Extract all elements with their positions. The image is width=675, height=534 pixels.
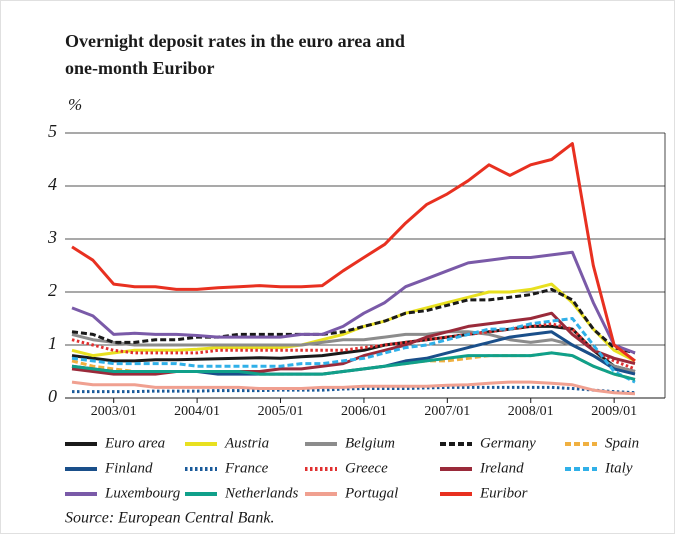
series-line xyxy=(71,250,636,355)
legend-label: Greece xyxy=(345,460,388,476)
x-tick-label: 2003/01 xyxy=(91,404,137,419)
legend-label: Belgium xyxy=(345,435,395,451)
chart-title: Overnight deposit rates in the euro area… xyxy=(65,31,405,51)
series-line xyxy=(71,317,636,384)
y-tick-label: 3 xyxy=(47,227,57,247)
chart-subtitle: one-month Euribor xyxy=(65,58,215,78)
x-tick-label: 2004/01 xyxy=(174,404,220,419)
legend-label: Euro area xyxy=(104,435,165,451)
y-tick-label: 2 xyxy=(48,280,57,300)
series-line xyxy=(71,322,636,371)
legend-label: Ireland xyxy=(479,460,524,476)
legend-label: Portugal xyxy=(344,485,398,501)
series-line xyxy=(71,330,636,373)
x-tick-label: 2006/01 xyxy=(341,404,387,419)
series-line xyxy=(71,380,636,396)
legend-label: Luxembourg xyxy=(104,485,181,501)
series-line xyxy=(71,287,636,355)
legend-label: Spain xyxy=(605,435,639,451)
legend-label: Germany xyxy=(480,435,536,451)
y-tick-label: 0 xyxy=(48,386,57,406)
legend-label: Italy xyxy=(604,460,633,476)
source: Source: European Central Bank. xyxy=(65,510,274,527)
x-tick-label: 2007/01 xyxy=(424,404,470,419)
x-tick-label: 2009/01 xyxy=(591,404,637,419)
legend-label: Netherlands xyxy=(224,485,298,501)
x-tick-label: 2008/01 xyxy=(508,404,554,419)
y-tick-label: 4 xyxy=(48,174,57,194)
series-line xyxy=(71,142,636,363)
legend-label: Euribor xyxy=(479,485,528,501)
legend-label: France xyxy=(224,460,269,476)
series-line xyxy=(72,385,636,395)
y-tick-label: 1 xyxy=(48,333,57,353)
y-tick-label: 5 xyxy=(48,121,57,141)
x-tick-label: 2005/01 xyxy=(258,404,304,419)
y-axis-label: % xyxy=(68,95,82,114)
legend-label: Austria xyxy=(224,435,269,451)
legend-label: Finland xyxy=(104,460,153,476)
series-line xyxy=(71,351,636,381)
